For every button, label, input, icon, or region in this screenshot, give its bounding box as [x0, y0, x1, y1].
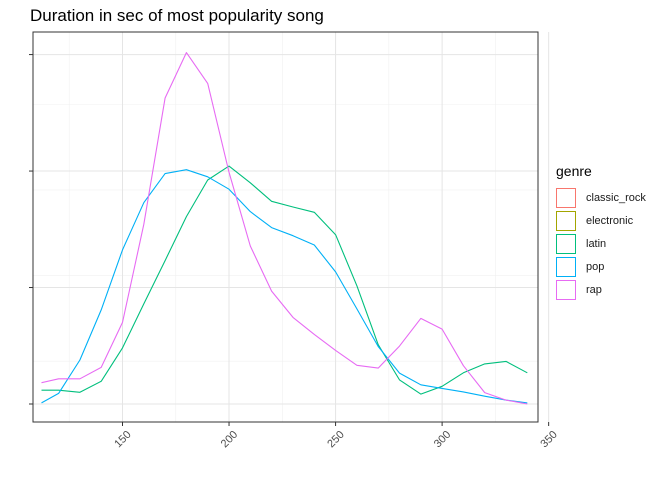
legend-label-electronic: electronic [586, 214, 634, 227]
legend-label-rap: rap [586, 283, 602, 296]
legend-item-latin: latin [556, 232, 646, 255]
x-tick-label-350: 350 [538, 429, 559, 450]
legend: genre classic_rock electronic latin pop … [556, 163, 646, 301]
series-line-latin [41, 165, 528, 395]
legend-key-rap [556, 279, 576, 300]
legend-item-classic-rock: classic_rock [556, 186, 646, 209]
legend-item-rap: rap [556, 278, 646, 301]
legend-item-electronic: electronic [556, 209, 646, 232]
legend-title: genre [556, 163, 592, 179]
chart-title: Duration in sec of most popularity song [30, 6, 324, 25]
legend-label-latin: latin [586, 237, 607, 250]
series-line-rap [41, 52, 528, 405]
legend-item-pop: pop [556, 255, 646, 278]
x-tick-label-250: 250 [325, 429, 346, 450]
plot-panel-border [32, 31, 539, 423]
legend-label-classic-rock: classic_rock [586, 191, 646, 204]
legend-key-electronic [556, 210, 576, 231]
x-tick-label-300: 300 [432, 429, 453, 450]
legend-key-latin [556, 233, 576, 254]
legend-key-classic-rock [556, 187, 576, 208]
series-line-pop [41, 169, 528, 404]
legend-key-pop [556, 256, 576, 277]
x-tick-label-150: 150 [112, 429, 133, 450]
legend-label-pop: pop [586, 260, 605, 273]
x-tick-label-200: 200 [219, 429, 240, 450]
